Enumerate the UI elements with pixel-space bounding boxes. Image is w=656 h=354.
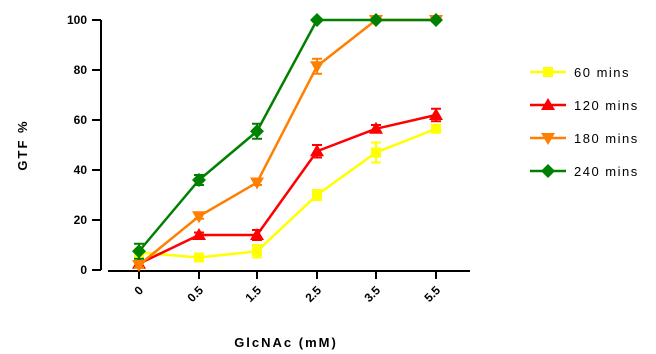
data-point bbox=[310, 144, 324, 157]
legend-item: 120 mins bbox=[530, 98, 639, 113]
legend-label: 60 mins bbox=[574, 65, 630, 80]
data-point bbox=[429, 108, 443, 120]
x-tick-label: 3.5 bbox=[361, 283, 383, 305]
data-point bbox=[132, 260, 146, 272]
legend-label: 120 mins bbox=[574, 98, 639, 113]
data-point bbox=[250, 124, 264, 139]
legend-marker bbox=[541, 164, 555, 178]
data-point bbox=[371, 147, 381, 158]
data-point bbox=[369, 121, 383, 134]
plot-area bbox=[132, 13, 443, 272]
legend: 60 mins 120 mins 180 mins 240 mins bbox=[530, 65, 639, 179]
data-point bbox=[194, 252, 204, 263]
x-axis-title: GlcNAc (mM) bbox=[234, 335, 338, 350]
y-axis-title: GTF % bbox=[15, 119, 30, 170]
x-tick-label: 0.5 bbox=[184, 283, 206, 305]
y-tick-label: 20 bbox=[74, 213, 88, 227]
data-point bbox=[192, 228, 206, 240]
data-point bbox=[250, 228, 264, 240]
y-tick-label: 40 bbox=[74, 163, 88, 177]
y-tick-label: 0 bbox=[80, 263, 87, 277]
data-point bbox=[192, 173, 206, 187]
legend-marker bbox=[543, 67, 553, 77]
series-line bbox=[138, 18, 436, 266]
data-point bbox=[250, 177, 264, 190]
data-point bbox=[252, 246, 262, 257]
data-point bbox=[312, 190, 322, 200]
legend-label: 240 mins bbox=[574, 164, 639, 179]
data-point bbox=[132, 244, 146, 259]
series-line bbox=[138, 18, 436, 253]
x-tick-label: 1.5 bbox=[242, 283, 264, 305]
y-tick-label: 80 bbox=[74, 63, 88, 77]
axes bbox=[100, 20, 470, 272]
data-point bbox=[310, 13, 324, 27]
data-point bbox=[192, 211, 206, 224]
y-ticks: 0 20 40 60 80 100 bbox=[67, 13, 101, 277]
x-tick-label: 0 bbox=[131, 283, 146, 298]
legend-item: 60 mins bbox=[530, 65, 630, 80]
y-tick-label: 100 bbox=[67, 13, 87, 27]
legend-item: 240 mins bbox=[530, 164, 639, 179]
x-tick-label: 5.5 bbox=[421, 283, 443, 305]
legend-marker bbox=[541, 133, 555, 145]
x-tick-label: 2.5 bbox=[302, 283, 324, 305]
series-line bbox=[138, 113, 437, 265]
series-120-mins bbox=[132, 107, 443, 269]
data-point bbox=[429, 13, 443, 27]
y-tick-label: 60 bbox=[74, 113, 88, 127]
x-ticks: 0 0.5 1.5 2.5 3.5 5.5 bbox=[131, 271, 443, 305]
series-line bbox=[138, 127, 437, 259]
data-point bbox=[310, 61, 324, 74]
legend-item: 180 mins bbox=[530, 131, 639, 146]
data-point bbox=[369, 13, 383, 27]
data-point bbox=[431, 123, 441, 134]
legend-marker bbox=[541, 98, 555, 110]
series-240-mins bbox=[132, 13, 443, 260]
legend-label: 180 mins bbox=[574, 131, 639, 146]
